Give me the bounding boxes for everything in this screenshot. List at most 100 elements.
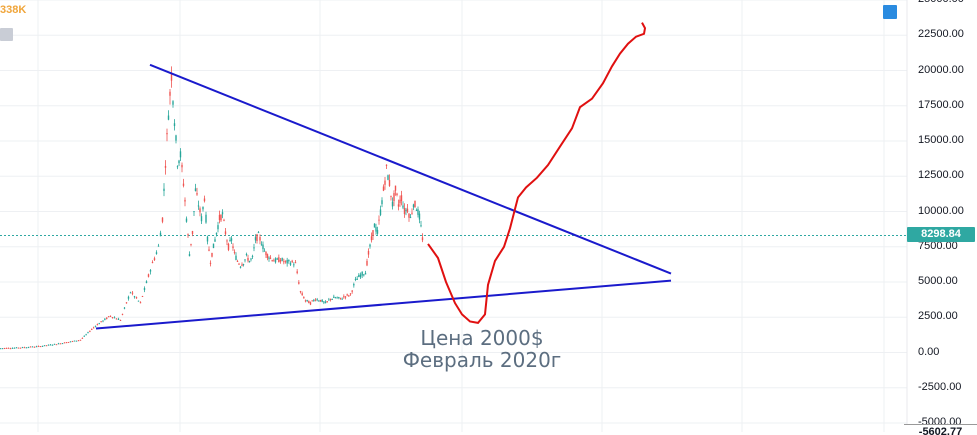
candle-body [187, 234, 189, 236]
candle-body [188, 254, 191, 257]
candle-body [238, 263, 240, 265]
candle-body [141, 296, 144, 298]
candle-body [367, 250, 370, 255]
candle-body [323, 301, 325, 303]
candle-body [311, 300, 313, 302]
candle-body [319, 299, 322, 302]
candle-body [209, 262, 212, 264]
candle-body [13, 347, 16, 349]
candle-body [361, 271, 363, 276]
candle-body [220, 214, 222, 221]
candle-body [384, 180, 386, 185]
candle-body [356, 278, 358, 280]
candle-body [242, 264, 245, 266]
trendlines [95, 63, 672, 330]
candle-body [212, 243, 215, 249]
candle-body [23, 347, 26, 349]
candle-body [333, 296, 335, 298]
candle-body [39, 346, 42, 348]
candle-body [166, 132, 168, 135]
candle-body [244, 259, 246, 261]
candle-body [265, 251, 267, 256]
candle-body [185, 218, 188, 222]
candles [0, 66, 424, 350]
candle-body [251, 255, 254, 257]
candle-body [393, 193, 395, 202]
candle-body [211, 252, 213, 257]
candle-body [191, 231, 194, 234]
candle-body [254, 237, 257, 241]
candle-body [353, 284, 355, 286]
candle-body [104, 318, 106, 320]
candle-body [291, 260, 293, 263]
candle-body [197, 205, 200, 207]
candle-body [336, 297, 338, 299]
candle-body [369, 244, 371, 247]
candle-body [83, 335, 85, 337]
candle-body [257, 232, 260, 234]
collapse-icon[interactable] [0, 28, 13, 41]
candle-body [107, 316, 110, 318]
candle-body [271, 260, 273, 262]
candle-body [227, 243, 230, 250]
candle-body [263, 250, 266, 252]
candle-body [303, 297, 305, 299]
candle-body [391, 201, 394, 207]
candle-body [145, 281, 148, 284]
candle-body [247, 257, 249, 261]
annotation-price: Цена 2000$ [420, 326, 544, 350]
candle-body [366, 260, 368, 266]
candle-body [394, 185, 397, 191]
candle-body [259, 237, 261, 241]
candle-body [167, 115, 170, 120]
candle-body [37, 345, 40, 347]
candle-body [41, 345, 44, 347]
candle-body [106, 317, 108, 319]
candle-body [43, 345, 46, 347]
chart-grid [0, 0, 907, 432]
candle-body [27, 347, 30, 349]
candle-body [182, 183, 185, 186]
candle-body [358, 274, 360, 278]
candle-body [214, 239, 216, 242]
candle-body [218, 214, 221, 221]
candle-body [47, 344, 50, 346]
auto-scale-icon[interactable] [883, 5, 897, 19]
candle-body [79, 339, 82, 341]
candle-body [273, 260, 275, 262]
candle-body [85, 334, 87, 336]
candle-body [414, 200, 416, 208]
candle-body [378, 219, 380, 221]
candle-body [89, 331, 91, 333]
forecast-curve [427, 22, 647, 324]
candle-body [163, 188, 165, 192]
candle-body [59, 343, 62, 345]
candle-body [406, 208, 409, 212]
price-tick-label: 15000.00 [918, 134, 964, 146]
candle-body [143, 288, 146, 291]
candle-body [161, 217, 164, 222]
candle-body [274, 258, 277, 263]
candle-body [235, 255, 237, 260]
candle-body [232, 246, 234, 249]
candle-body [399, 199, 401, 204]
candle-body [223, 219, 225, 221]
candle-body [316, 299, 318, 301]
price-tick-label: 2500.00 [918, 310, 958, 323]
candle-body [306, 299, 308, 301]
candle-body [153, 258, 156, 260]
volume-label: 338K [0, 4, 27, 16]
candle-body [313, 299, 315, 301]
candle-body [351, 290, 353, 292]
candle-body [411, 212, 413, 214]
candle-body [205, 214, 207, 223]
candle-body [21, 347, 24, 349]
candle-body [51, 344, 54, 346]
candle-body [388, 180, 391, 186]
trendline [149, 63, 672, 275]
candle-body [245, 254, 248, 256]
candle-body [262, 244, 264, 250]
price-tick-label: 0.00 [918, 345, 940, 358]
candle-body [379, 209, 382, 215]
